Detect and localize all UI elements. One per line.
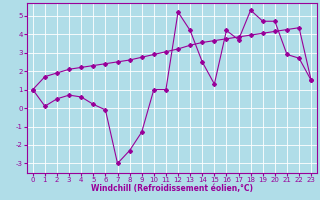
X-axis label: Windchill (Refroidissement éolien,°C): Windchill (Refroidissement éolien,°C) — [91, 184, 253, 193]
